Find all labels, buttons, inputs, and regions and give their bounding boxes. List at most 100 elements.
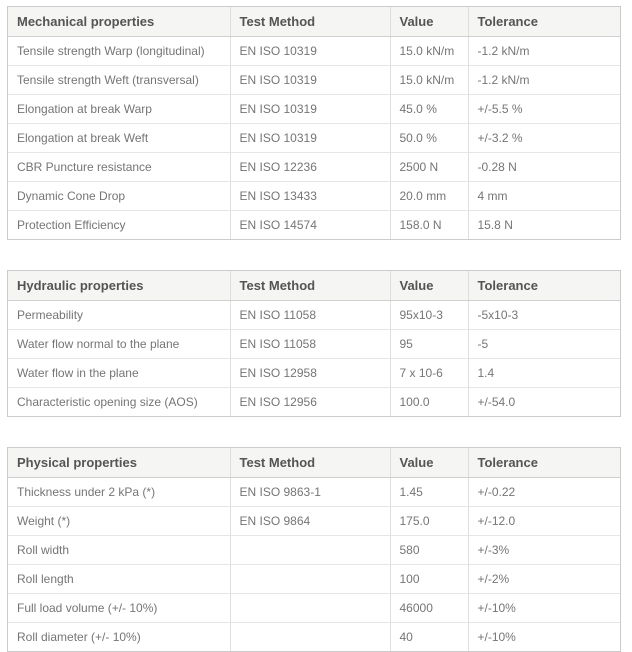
table-row: Roll diameter (+/- 10%) 40 +/-10%	[8, 622, 620, 651]
test-method-cell: EN ISO 9864	[230, 506, 391, 536]
value-cell: 1.45	[390, 477, 469, 507]
physical-properties-table: Physical properties Test Method Value To…	[7, 447, 621, 652]
table-title: Physical properties	[8, 448, 231, 478]
property-name-cell: Thickness under 2 kPa (*)	[8, 477, 231, 507]
property-name-cell: Roll diameter (+/- 10%)	[8, 622, 231, 651]
hydraulic-properties-table: Hydraulic properties Test Method Value T…	[7, 270, 621, 417]
value-cell: 20.0 mm	[390, 181, 469, 211]
tolerance-cell: -5x10-3	[468, 300, 620, 330]
test-method-cell: EN ISO 14574	[230, 210, 391, 239]
value-cell: 15.0 kN/m	[390, 65, 469, 95]
property-name-cell: Tensile strength Weft (transversal)	[8, 65, 231, 95]
property-name-cell: Protection Efficiency	[8, 210, 231, 239]
property-name-cell: Elongation at break Warp	[8, 94, 231, 124]
property-name-cell: Full load volume (+/- 10%)	[8, 593, 231, 623]
table-header-row: Mechanical properties Test Method Value …	[8, 7, 620, 37]
column-header-value: Value	[390, 271, 469, 301]
value-cell: 175.0	[390, 506, 469, 536]
tolerance-cell: +/-10%	[477, 630, 516, 644]
table-row: CBR Puncture resistance EN ISO 12236 250…	[8, 152, 620, 182]
value-cell: 580	[390, 535, 469, 565]
property-name-cell: Tensile strength Warp (longitudinal)	[8, 36, 231, 66]
table-row: Permeability EN ISO 11058 95x10-3 -5x10-…	[8, 300, 620, 330]
property-name-cell: Roll length	[8, 564, 231, 594]
test-method-cell	[230, 593, 391, 623]
property-name-cell: Permeability	[8, 300, 231, 330]
value-cell: 100.0	[390, 387, 469, 416]
tolerance-cell: +/-0.22	[468, 477, 620, 507]
test-method-cell	[230, 564, 391, 594]
value-cell: 158.0 N	[390, 210, 469, 239]
table-title: Mechanical properties	[8, 7, 231, 37]
test-method-cell: EN ISO 10319	[230, 65, 391, 95]
table-row: Tensile strength Warp (longitudinal) EN …	[8, 36, 620, 66]
test-method-cell: EN ISO 11058	[230, 300, 391, 330]
table-row: Protection Efficiency EN ISO 14574 158.0…	[8, 210, 620, 239]
test-method-cell: EN ISO 9863-1	[230, 477, 391, 507]
table-row: Roll width 580 +/-3%	[8, 535, 620, 565]
tolerance-cell: +/-3%	[468, 535, 620, 565]
column-header-test-method: Test Method	[230, 7, 391, 37]
value-cell: 100	[390, 564, 469, 594]
tolerance-cell: 4 mm	[468, 181, 620, 211]
tolerance-cell: +/-3.2 %	[468, 123, 620, 153]
tolerance-cell: +/-54.0	[477, 395, 516, 409]
table-row: Weight (*) EN ISO 9864 175.0 +/-12.0	[8, 506, 620, 536]
table-row: Roll length 100 +/-2%	[8, 564, 620, 594]
test-method-cell	[230, 622, 391, 651]
property-name-cell: CBR Puncture resistance	[8, 152, 231, 182]
tolerance-cell: 1.4	[468, 358, 620, 388]
table-title: Hydraulic properties	[8, 271, 231, 301]
value-cell: 7 x 10-6	[390, 358, 469, 388]
value-cell: 2500 N	[390, 152, 469, 182]
column-header-value: Value	[390, 7, 469, 37]
tolerance-cell: 15.8 N	[477, 218, 513, 232]
property-name-cell: Roll width	[8, 535, 231, 565]
property-name-cell: Elongation at break Weft	[8, 123, 231, 153]
table-row: Water flow normal to the plane EN ISO 11…	[8, 329, 620, 359]
table-row: Elongation at break Weft EN ISO 10319 50…	[8, 123, 620, 153]
property-name-cell: Dynamic Cone Drop	[8, 181, 231, 211]
property-name-cell: Weight (*)	[8, 506, 231, 536]
column-header-tolerance: Tolerance	[468, 448, 620, 478]
spec-sheet-page: Mechanical properties Test Method Value …	[7, 6, 621, 652]
property-name-cell: Water flow normal to the plane	[8, 329, 231, 359]
table-row: Characteristic opening size (AOS) EN ISO…	[8, 387, 620, 416]
tolerance-cell: -1.2 kN/m	[468, 65, 620, 95]
value-cell: 15.0 kN/m	[390, 36, 469, 66]
test-method-cell: EN ISO 10319	[230, 123, 391, 153]
table-header-row: Hydraulic properties Test Method Value T…	[8, 271, 620, 301]
test-method-cell: EN ISO 12236	[230, 152, 391, 182]
column-header-test-method: Test Method	[230, 448, 391, 478]
test-method-cell: EN ISO 11058	[230, 329, 391, 359]
test-method-cell: EN ISO 12956	[230, 387, 391, 416]
value-cell: 40	[390, 622, 469, 651]
mechanical-properties-table: Mechanical properties Test Method Value …	[7, 6, 621, 240]
property-name-cell: Water flow in the plane	[8, 358, 231, 388]
column-header-test-method: Test Method	[230, 271, 391, 301]
column-header-tolerance: Tolerance	[468, 7, 620, 37]
tolerance-cell: -1.2 kN/m	[468, 36, 620, 66]
test-method-cell: EN ISO 10319	[230, 36, 391, 66]
table-row: Full load volume (+/- 10%) 46000 +/-10%	[8, 593, 620, 623]
tolerance-cell: -0.28 N	[468, 152, 620, 182]
value-cell: 50.0 %	[390, 123, 469, 153]
test-method-cell: EN ISO 12958	[230, 358, 391, 388]
column-header-value: Value	[390, 448, 469, 478]
tolerance-cell: +/-12.0	[468, 506, 620, 536]
table-row: Water flow in the plane EN ISO 12958 7 x…	[8, 358, 620, 388]
table-row: Thickness under 2 kPa (*) EN ISO 9863-1 …	[8, 477, 620, 507]
table-row: Elongation at break Warp EN ISO 10319 45…	[8, 94, 620, 124]
tolerance-cell: -5	[468, 329, 620, 359]
value-cell: 45.0 %	[390, 94, 469, 124]
tolerance-cell: +/-2%	[468, 564, 620, 594]
test-method-cell: EN ISO 13433	[230, 181, 391, 211]
tolerance-cell: +/-5.5 %	[468, 94, 620, 124]
tolerance-cell: +/-10%	[468, 593, 620, 623]
table-row: Tensile strength Weft (transversal) EN I…	[8, 65, 620, 95]
value-cell: 95x10-3	[390, 300, 469, 330]
table-header-row: Physical properties Test Method Value To…	[8, 448, 620, 478]
test-method-cell: EN ISO 10319	[230, 94, 391, 124]
test-method-cell	[230, 535, 391, 565]
column-header-tolerance: Tolerance	[468, 271, 620, 301]
